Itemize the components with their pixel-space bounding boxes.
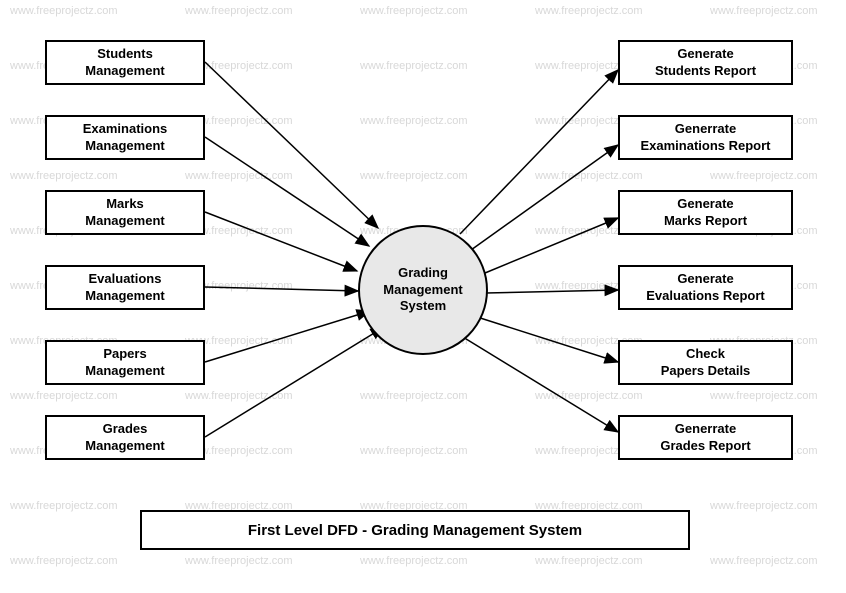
watermark-text: www.freeprojectz.com [535,5,643,17]
watermark-text: www.freeprojectz.com [10,5,118,17]
watermark-text: www.freeprojectz.com [710,390,818,402]
watermark-text: www.freeprojectz.com [710,5,818,17]
left-box-3: EvaluationsManagement [45,265,205,310]
left-box-1: ExaminationsManagement [45,115,205,160]
arrow-out-5 [458,334,618,432]
arrow-in-3 [205,287,358,291]
right-box-0: GenerateStudents Report [618,40,793,85]
arrow-out-2 [485,218,618,273]
watermark-text: www.freeprojectz.com [360,170,468,182]
watermark-text: www.freeprojectz.com [360,60,468,72]
watermark-text: www.freeprojectz.com [185,170,293,182]
left-box-4: PapersManagement [45,340,205,385]
watermark-text: www.freeprojectz.com [710,555,818,567]
right-box-4: CheckPapers Details [618,340,793,385]
arrow-out-4 [474,316,618,362]
watermark-text: www.freeprojectz.com [535,390,643,402]
arrow-in-0 [205,62,378,228]
watermark-text: www.freeprojectz.com [710,500,818,512]
watermark-text: www.freeprojectz.com [360,555,468,567]
watermark-text: www.freeprojectz.com [360,115,468,127]
arrow-out-0 [460,70,618,234]
arrow-out-1 [471,145,618,250]
right-box-3: GenerateEvaluations Report [618,265,793,310]
watermark-text: www.freeprojectz.com [10,555,118,567]
right-box-5: GenerrateGrades Report [618,415,793,460]
watermark-text: www.freeprojectz.com [535,170,643,182]
arrow-in-4 [205,311,370,362]
diagram-title: First Level DFD - Grading Management Sys… [140,510,690,550]
watermark-text: www.freeprojectz.com [360,5,468,17]
left-box-2: MarksManagement [45,190,205,235]
arrow-in-2 [205,212,357,271]
watermark-text: www.freeprojectz.com [535,555,643,567]
center-process: GradingManagementSystem [358,225,488,355]
watermark-text: www.freeprojectz.com [710,170,818,182]
left-box-0: StudentsManagement [45,40,205,85]
right-box-2: GenerateMarks Report [618,190,793,235]
watermark-text: www.freeprojectz.com [10,170,118,182]
arrow-out-3 [486,290,618,293]
watermark-text: www.freeprojectz.com [185,390,293,402]
arrow-in-1 [205,137,369,246]
left-box-5: GradesManagement [45,415,205,460]
watermark-text: www.freeprojectz.com [10,500,118,512]
right-box-1: GenerrateExaminations Report [618,115,793,160]
watermark-text: www.freeprojectz.com [360,390,468,402]
watermark-text: www.freeprojectz.com [185,555,293,567]
watermark-text: www.freeprojectz.com [185,5,293,17]
watermark-text: www.freeprojectz.com [360,445,468,457]
arrow-in-5 [205,327,384,437]
watermark-text: www.freeprojectz.com [10,390,118,402]
